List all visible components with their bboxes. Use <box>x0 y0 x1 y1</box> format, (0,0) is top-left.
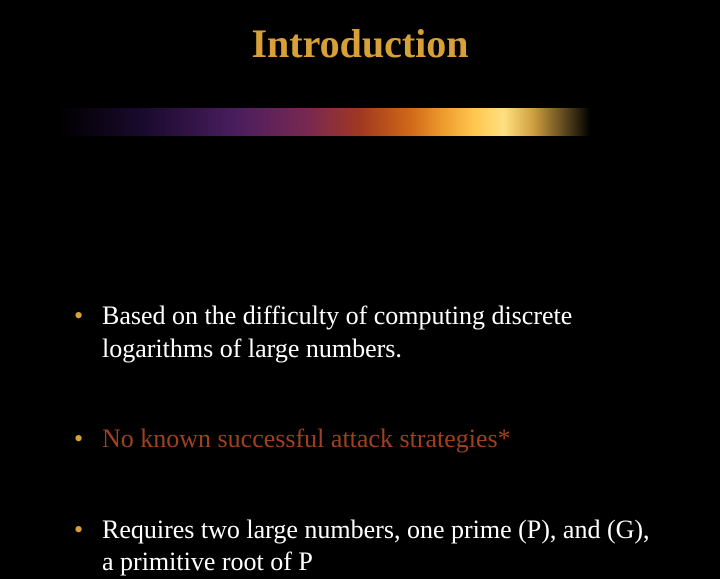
slide-title: Introduction <box>60 20 660 67</box>
gradient-separator <box>0 108 720 136</box>
bullet-item: Requires two large numbers, one prime (P… <box>70 514 660 579</box>
slide-container: Introduction Based on the difficulty of … <box>0 0 720 540</box>
bullet-item: No known successful attack strategies* <box>70 423 660 456</box>
bullet-list: Based on the difficulty of computing dis… <box>70 300 660 579</box>
bullet-item: Based on the difficulty of computing dis… <box>70 300 660 365</box>
